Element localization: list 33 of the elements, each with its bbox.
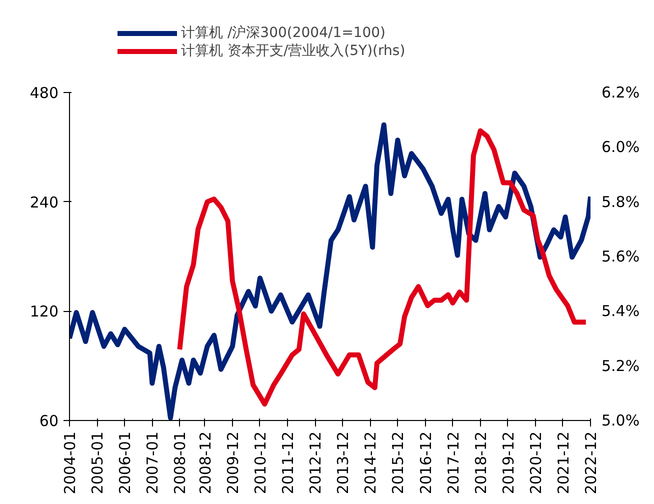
x-tick-label: 2006-01 <box>116 431 134 494</box>
y-tick-label: 60 <box>39 412 59 430</box>
legend-label: 计算机 /沪深300(2004/1=100) <box>181 24 386 42</box>
x-tick-label: 2016-12 <box>416 431 435 494</box>
y2-tick-label: 5.0% <box>602 412 640 430</box>
y2-tick-label: 5.2% <box>602 356 640 375</box>
x-tick-label: 2009-12 <box>224 431 242 494</box>
y2-tick-label: 5.6% <box>602 248 640 266</box>
y2-tick-label: 6.2% <box>602 84 640 102</box>
x-tick-label: 2007-01 <box>144 431 162 494</box>
y2-tick-label: 6.0% <box>602 138 640 156</box>
y-tick-label: 480 <box>30 84 59 102</box>
x-tick-label: 2012-12 <box>306 431 325 494</box>
x-tick-label: 2011-12 <box>279 431 298 494</box>
x-tick-label: 2010-12 <box>251 431 270 494</box>
x-tick-label: 2004-01 <box>61 431 79 494</box>
legend-label: 计算机 资本开支/营业收入(5Y)(rhs) <box>181 42 406 60</box>
x-tick-label: 2022-12 <box>582 431 600 494</box>
x-tick-label: 2013-12 <box>334 431 352 494</box>
x-tick-label: 2020-12 <box>526 431 545 494</box>
x-tick-label: 2005-01 <box>88 431 107 494</box>
x-tick-label: 2008-12 <box>196 431 214 494</box>
x-tick-label: 2018-12 <box>472 431 490 494</box>
x-tick-label: 2008-01 <box>171 431 190 494</box>
y2-tick-label: 5.8% <box>602 192 640 211</box>
x-tick-label: 2021-12 <box>554 431 572 494</box>
x-tick-label: 2019-12 <box>499 431 518 494</box>
x-tick-label: 2017-12 <box>444 431 462 494</box>
y-tick-label: 240 <box>30 193 59 212</box>
y2-tick-label: 5.4% <box>602 302 640 320</box>
x-tick-label: 2014-12 <box>362 431 380 494</box>
y-tick-label: 120 <box>30 302 59 321</box>
x-tick-label: 2015-12 <box>389 431 408 494</box>
